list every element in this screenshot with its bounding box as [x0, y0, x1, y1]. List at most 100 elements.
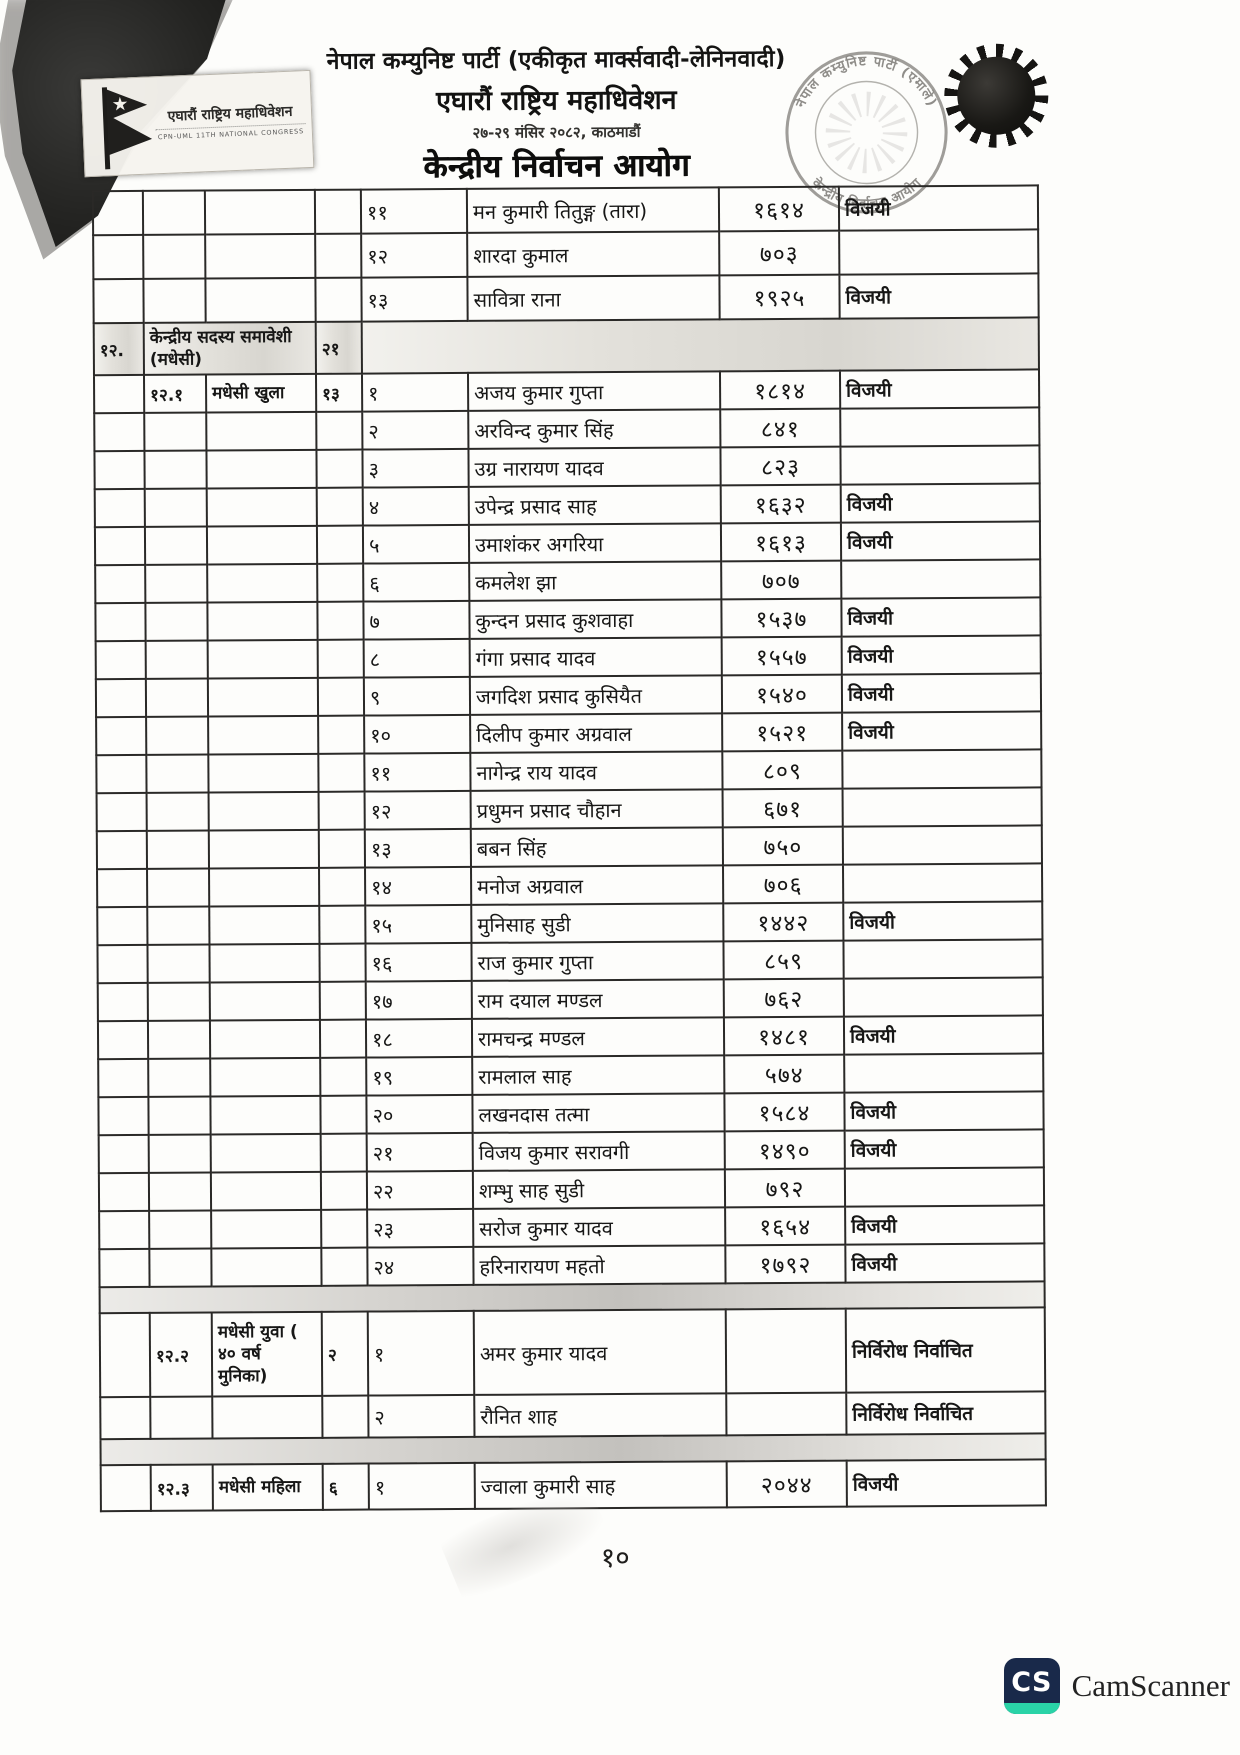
result-row: ५ उमाशंकर अगरिया १६१३ विजयी: [94, 521, 1041, 566]
cell-cat: [210, 1171, 322, 1211]
cell-votes: ८४१: [720, 408, 841, 448]
cell-name: ज्वाला कुमारी साह: [474, 1461, 727, 1509]
cell-seats: [321, 1209, 368, 1248]
cell-sn2: [144, 488, 207, 527]
cell-sn2: [146, 754, 209, 793]
cell-cat: [207, 639, 318, 679]
cell-cat: मधेसी युवा ( ४० वर्ष मुनिका): [211, 1311, 323, 1397]
cell-cat: [211, 1209, 322, 1249]
cell-sn1: [95, 678, 147, 718]
result-row: २४ हरिनारायण महतो १७९२ विजयी: [99, 1243, 1045, 1288]
cell-seats: [317, 563, 364, 602]
cell-votes: १७९२: [725, 1244, 846, 1284]
cell-seats: [315, 277, 362, 322]
cell-name: शम्भु साह सुडी: [472, 1169, 726, 1209]
cell-cat: [211, 1247, 322, 1287]
cell-sn2: [143, 234, 206, 279]
cell-result: विजयी: [841, 597, 1041, 637]
cell-sn1: [96, 792, 147, 832]
cell-seats: १३: [315, 373, 363, 412]
cell-name: सावित्रा राना: [467, 275, 720, 321]
result-row: १० दिलीप कुमार अग्रवाल १५२१ विजयी: [96, 711, 1042, 756]
cell-sn2: [142, 190, 206, 235]
cell-votes: १५८४: [724, 1092, 845, 1132]
cell-cat: [212, 1395, 323, 1439]
cell-name: रामचन्द्र मण्डल: [471, 1017, 725, 1057]
cell-result: [842, 825, 1042, 865]
cell-idx: २३: [367, 1208, 474, 1248]
cell-votes: १८१४: [719, 370, 841, 410]
cell-name: विजय कुमार सरावगी: [472, 1131, 725, 1171]
cell-name: जगदिश प्रसाद कुसियैत: [469, 675, 723, 715]
cell-name: राम दयाल मण्डल: [471, 979, 724, 1019]
cell-seats: [318, 829, 366, 868]
cell-sn1: [99, 1248, 150, 1288]
cell-idx: २४: [367, 1246, 474, 1286]
cell-votes: ७०६: [722, 864, 844, 904]
cell-sn1: [93, 374, 145, 414]
cell-seats: [319, 1019, 367, 1058]
cell-result: विजयी: [843, 901, 1043, 941]
result-row: २ अरविन्द कुमार सिंह ८४१: [94, 407, 1040, 452]
cell-sn1: [99, 1210, 150, 1250]
cell-seats: [320, 1133, 367, 1172]
cell-votes: २०४४: [726, 1460, 847, 1508]
result-row: ३ उग्र नारायण यादव ८२३: [94, 445, 1040, 490]
cell-sn1: [98, 1058, 149, 1098]
cell-seats: [319, 981, 366, 1020]
cell-sn1: [95, 602, 146, 642]
cell-cat: मधेसी खुला: [205, 373, 317, 413]
cell-cat: [206, 449, 317, 489]
cell-result: विजयी: [844, 1129, 1044, 1169]
cell-votes: १४९०: [724, 1130, 845, 1170]
cell-sn2: [147, 906, 210, 945]
cell-idx: ५: [362, 524, 470, 564]
cell-sn1: [97, 982, 148, 1022]
result-row: १२.१ मधेसी खुला १३ १ अजय कुमार गुप्ता १८१४ विज…: [93, 369, 1040, 414]
cell-sn1: [95, 564, 146, 604]
cell-idx: ९: [363, 676, 471, 716]
cell-seats: [316, 411, 363, 450]
result-row: २० लखनदास तत्मा १५८४ विजयी: [98, 1091, 1044, 1136]
cell-votes: १६१४: [718, 186, 840, 232]
cell-seats: [315, 233, 362, 278]
cell-result: [842, 749, 1042, 789]
cell-sn2: [146, 792, 209, 831]
cell-name: दिलीप कुमार अग्रवाल: [470, 713, 723, 753]
cell-idx: २१: [366, 1132, 473, 1172]
cell-sn1: १२.: [93, 322, 144, 376]
cell-result: विजयी: [845, 1205, 1045, 1245]
cell-name: रौनित शाह: [474, 1393, 727, 1437]
cell-result: विजयी: [839, 369, 1040, 409]
cell-result: विजयी: [841, 635, 1041, 675]
cell-sn1: [92, 190, 144, 236]
cell-sn2: [144, 450, 207, 489]
cell-cat: [207, 563, 318, 603]
cell-seats: [318, 791, 365, 830]
cell-seats: [320, 1057, 367, 1096]
cell-seats: [319, 943, 366, 982]
cell-votes: [726, 1392, 847, 1436]
cell-result: निर्विरोध निर्वाचित: [845, 1307, 1046, 1393]
cell-result: विजयी: [841, 673, 1042, 713]
cell-sn2: [144, 526, 208, 565]
cell-sn1: [96, 754, 147, 794]
cell-cat: [204, 189, 316, 235]
cell-result: विजयी: [846, 1459, 1046, 1507]
cell-cat: [210, 1133, 321, 1173]
cell-votes: ८५९: [723, 940, 844, 980]
cell-sn1: [93, 278, 144, 324]
result-row: ११ मन कुमारी तितुङ्ग (तारा) १६१४ विजयी: [92, 185, 1039, 236]
cell-cat: [208, 829, 320, 869]
cell-name: कुन्दन प्रसाद कुशवाहा: [469, 599, 722, 639]
cell-sn1: [99, 1312, 151, 1398]
result-row: ७ कुन्दन प्रसाद कुशवाहा १५३७ विजयी: [95, 597, 1041, 642]
cell-cat: [209, 943, 320, 983]
cell-name: शारदा कुमाल: [467, 231, 720, 277]
cell-cat: केन्द्रीय सदस्य समावेशी (मधेसी): [143, 321, 316, 375]
results-table-body: ११ मन कुमारी तितुङ्ग (तारा) १६१४ विजयी १२ शार…: [92, 185, 1046, 1512]
cell-sn2: [148, 1172, 212, 1211]
result-row: २ रौनित शाह निर्विरोध निर्वाचित: [100, 1391, 1046, 1440]
cell-result: विजयी: [844, 1091, 1044, 1131]
camscanner-icon-strip: [1003, 1703, 1060, 1714]
